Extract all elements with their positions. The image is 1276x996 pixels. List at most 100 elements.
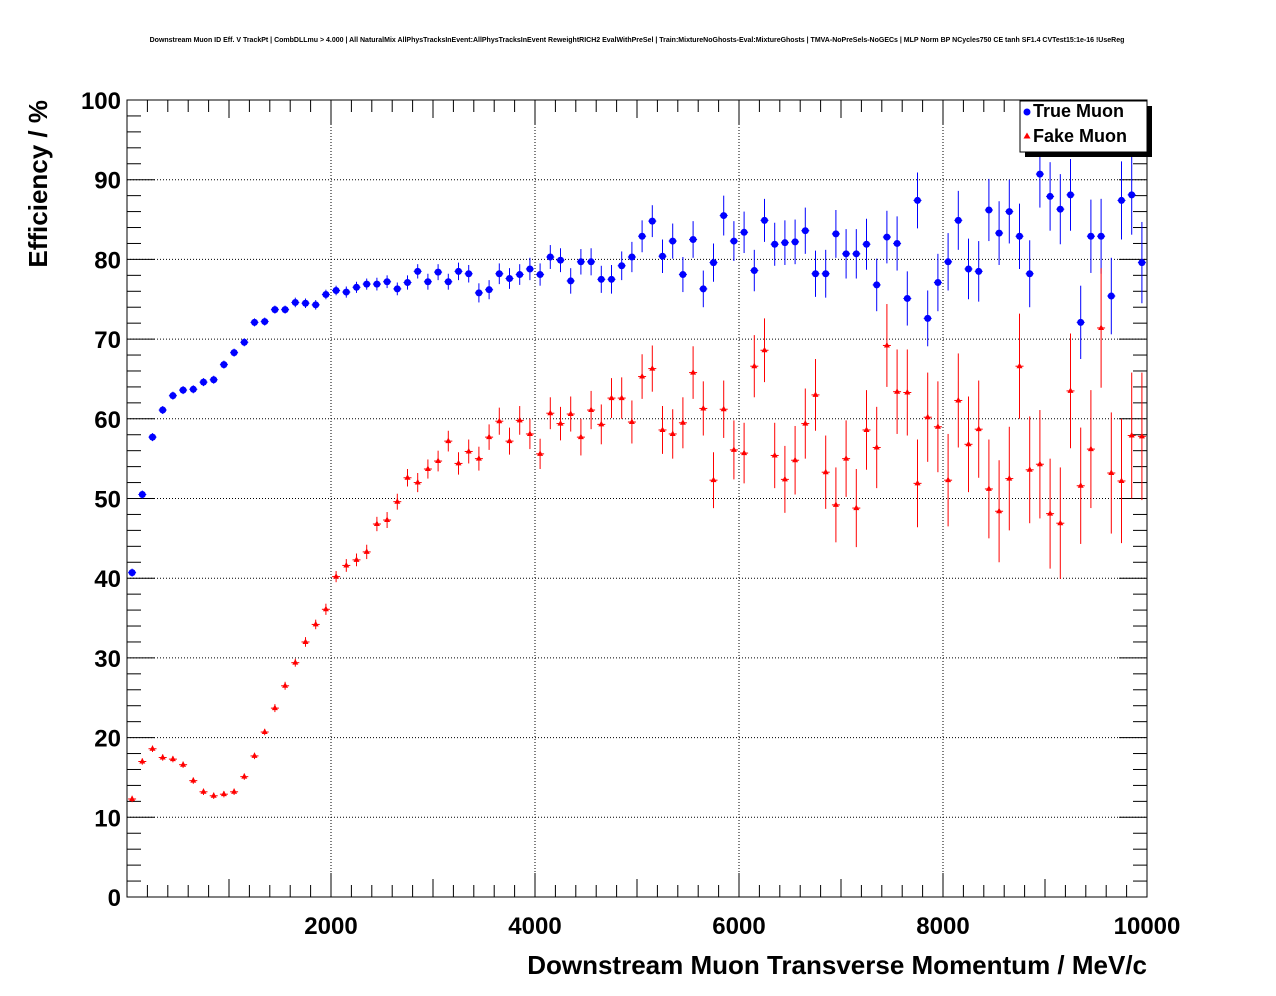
data-point [842,420,851,497]
marker-point [547,409,554,416]
data-point [372,516,381,532]
marker-point [1098,324,1105,330]
data-point [1117,418,1126,544]
data-point [699,381,708,436]
data-point [954,353,963,448]
marker-point [159,406,167,414]
marker-point [1128,432,1135,438]
marker-point [720,212,728,220]
data-point [1046,458,1055,569]
data-point [678,397,687,449]
marker-point [863,426,870,432]
marker-point [771,240,779,248]
marker-point [1138,432,1145,439]
marker-point [1107,292,1115,300]
marker-point [1077,318,1085,326]
marker-point [761,216,768,224]
data-point [678,257,687,293]
marker-point [557,420,564,426]
data-point [893,349,902,434]
data-point [383,512,392,528]
data-point [913,439,922,528]
data-point [301,637,310,647]
marker-point [506,437,513,444]
legend-label-fake-muon: Fake Muon [1033,126,1127,146]
data-point [729,420,738,480]
marker-point [200,378,207,386]
marker-point [557,256,564,264]
marker-point [1016,232,1023,240]
marker-point [1067,387,1074,393]
data-point [148,433,157,442]
data-point [1015,313,1024,419]
data-point [464,264,473,283]
marker-point [812,391,819,397]
data-point [842,229,851,279]
marker-point [1036,170,1044,178]
marker-point [220,790,227,797]
data-point [740,211,749,254]
data-point [893,216,902,271]
data-point [801,207,810,254]
marker-point [404,279,411,287]
marker-point [424,465,431,472]
marker-point [577,433,584,440]
marker-point [843,455,850,461]
data-point [1097,268,1106,388]
data-point [964,238,973,300]
marker-point [924,413,931,420]
data-point [342,286,351,298]
data-point [403,275,412,290]
data-point [403,469,412,487]
data-point [576,418,585,456]
marker-point [302,638,309,644]
y-tick-label: 60 [94,407,121,434]
y-tick-label: 80 [94,247,121,274]
marker-point [679,419,686,425]
marker-point [996,507,1003,514]
data-point [709,452,718,509]
data-point [536,263,545,286]
legend: True Muon Fake Muon [1019,100,1152,157]
marker-point [883,341,890,348]
marker-point [639,373,646,379]
data-point [1056,174,1065,245]
marker-point [1006,475,1013,481]
data-point [597,265,606,293]
data-point [189,385,198,394]
marker-point [669,430,676,436]
data-point [903,349,912,436]
marker-point [149,745,156,751]
marker-point [965,265,972,273]
data-point [821,435,830,509]
marker-point [180,761,187,767]
marker-point [730,446,737,452]
data-point [638,220,647,253]
marker-point [261,318,269,326]
marker-point [1036,460,1043,467]
marker-point [1097,232,1105,240]
data-point [811,359,820,431]
marker-point [883,233,891,241]
data-point [831,467,840,543]
data-point [1025,416,1034,524]
y-axis-label: Efficiency / % [23,100,53,268]
marker-point [995,229,1003,237]
marker-point [486,433,493,440]
marker-point [842,250,850,258]
data-point [250,318,259,327]
data-point [852,229,861,279]
marker-point [638,232,646,240]
data-point [995,460,1004,563]
marker-point [690,369,697,375]
data-point [984,439,993,539]
marker-point [496,417,503,424]
marker-point [801,227,809,235]
marker-point [332,286,340,294]
marker-point [333,573,340,579]
series-true-muon [128,140,1146,577]
data-point [383,275,392,289]
x-tick-label: 2000 [304,913,357,940]
marker-point [312,301,320,309]
data-point [230,788,239,795]
